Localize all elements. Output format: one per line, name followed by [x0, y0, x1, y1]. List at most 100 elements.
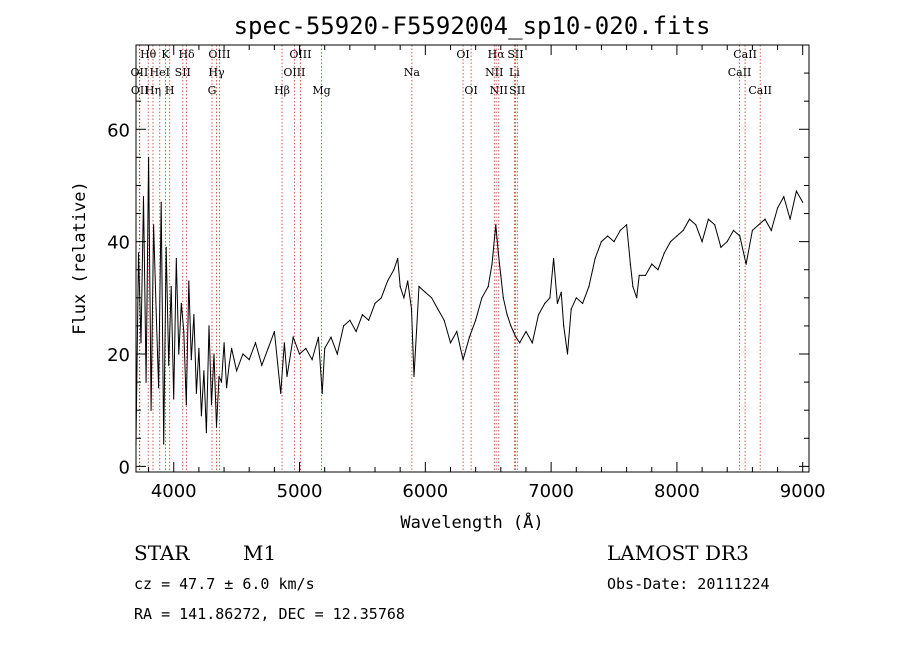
data-point: [553, 257, 555, 260]
data-point: [210, 404, 213, 406]
data-point: [223, 342, 225, 344]
data-point: [537, 314, 540, 316]
data-point: [336, 353, 338, 355]
data-point: [789, 218, 791, 220]
data-point: [600, 241, 603, 243]
data-point: [663, 252, 665, 254]
data-point: [137, 252, 140, 254]
data-point: [487, 286, 489, 288]
data-point: [418, 286, 420, 288]
data-point: [311, 359, 313, 361]
data-point: [140, 342, 142, 344]
data-point: [180, 302, 182, 304]
data-point: [286, 375, 288, 378]
data-point: [349, 319, 351, 321]
data-point: [380, 297, 382, 299]
data-point: [218, 375, 220, 378]
data-point: [173, 398, 175, 400]
data-point: [254, 342, 257, 344]
data-point: [413, 375, 415, 378]
data-point: [292, 336, 294, 338]
data-point: [317, 336, 319, 338]
line-label: Hα: [488, 48, 506, 61]
x-tick-label: 4000: [151, 481, 197, 502]
data-point: [758, 224, 760, 226]
data-point: [500, 274, 502, 276]
data-point: [475, 319, 477, 321]
data-point: [437, 308, 439, 310]
data-point: [226, 387, 228, 389]
data-point: [236, 370, 238, 372]
line-label: CaII: [733, 48, 757, 61]
data-point: [403, 297, 405, 299]
data-point: [374, 302, 376, 304]
data-point: [368, 319, 370, 321]
x-tick-label: 8000: [654, 481, 700, 502]
line-label: OIII: [289, 48, 311, 61]
data-point: [632, 286, 634, 288]
data-point: [170, 286, 172, 288]
data-point: [751, 229, 754, 231]
data-point: [150, 409, 152, 411]
spectrum-line: [135, 157, 804, 444]
data-point: [657, 269, 659, 271]
data-point: [783, 196, 785, 198]
data-point: [636, 297, 638, 299]
data-point: [298, 353, 301, 355]
data-point: [549, 297, 551, 299]
data-point: [343, 325, 345, 327]
data-point: [682, 229, 684, 231]
data-point: [205, 432, 207, 434]
data-point: [168, 364, 170, 366]
data-point: [563, 325, 565, 327]
data-point: [200, 415, 202, 417]
line-label: SII: [175, 66, 191, 79]
data-point: [321, 392, 323, 394]
data-point: [261, 364, 263, 366]
data-point: [431, 297, 433, 299]
data-point: [626, 224, 628, 226]
line-label: Mg: [312, 84, 330, 97]
data-point: [588, 286, 590, 288]
chart-title: spec-55920-F5592004_sp10-020.fits: [234, 12, 711, 40]
y-tick-label: 0: [119, 457, 130, 478]
data-point: [175, 257, 177, 260]
data-point: [726, 241, 728, 243]
data-point: [701, 241, 703, 243]
data-point: [795, 190, 798, 192]
data-point: [208, 325, 210, 327]
line-label: K: [161, 48, 170, 61]
data-point: [195, 392, 197, 394]
data-point: [193, 314, 195, 316]
data-point: [515, 336, 517, 338]
data-point: [506, 314, 508, 316]
data-point: [745, 263, 747, 265]
object-subclass: M1: [243, 541, 276, 565]
data-point: [670, 241, 672, 243]
data-point: [481, 297, 483, 299]
data-point: [242, 353, 244, 355]
data-point: [283, 342, 285, 344]
data-point: [190, 359, 192, 361]
data-point: [203, 370, 205, 372]
data-point: [594, 257, 596, 260]
line-label: SII: [509, 84, 525, 97]
data-point: [231, 347, 233, 349]
data-point: [145, 381, 147, 383]
data-point: [449, 342, 452, 344]
line-label: OII: [131, 66, 149, 79]
line-label: H: [165, 84, 175, 97]
data-point: [613, 241, 615, 243]
axes-layer: 4000 5000 6000 7000 8000 9000 0 20 40 60: [107, 45, 826, 502]
line-label: CaII: [748, 84, 772, 97]
data-point: [525, 330, 527, 333]
data-point: [739, 235, 741, 237]
data-point: [183, 330, 185, 333]
data-point: [233, 359, 235, 361]
line-label: Li: [509, 66, 520, 79]
data-point: [424, 291, 426, 293]
data-point: [361, 314, 363, 316]
data-point: [407, 280, 409, 282]
y-tick-label: 40: [107, 233, 130, 254]
data-point: [462, 359, 464, 361]
